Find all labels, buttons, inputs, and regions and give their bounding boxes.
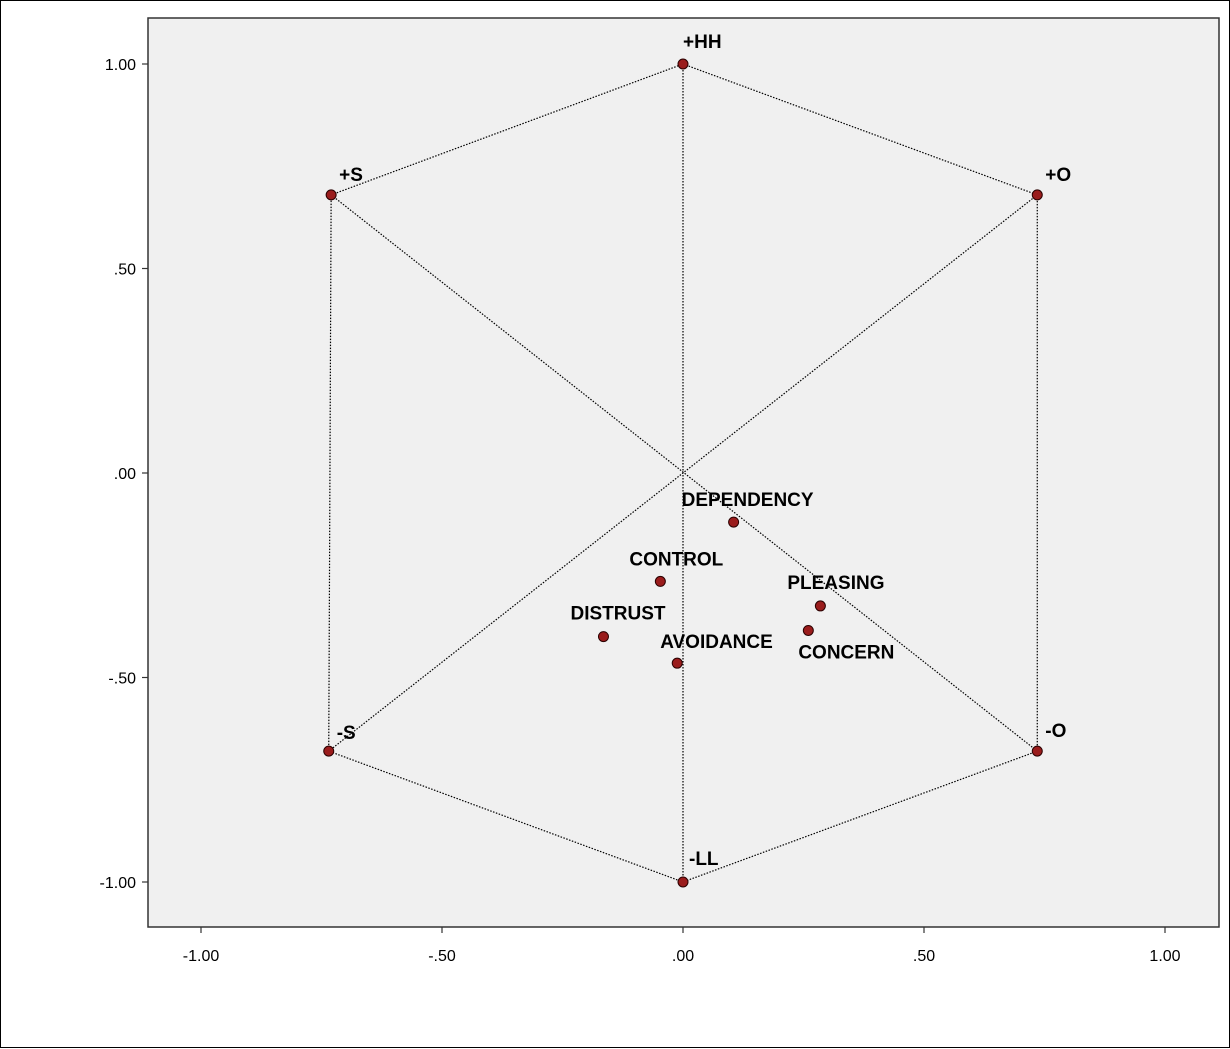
y-tick-label: .00 [114,466,136,483]
point-label-plusminus-hh: +HH [683,32,722,53]
point-label-minus-ll: -LL [689,849,719,870]
point-label-minus-o: -O [1045,721,1066,742]
connection-line-O-S [328,194,1038,752]
point-label-plusminus-o: +O [1045,165,1071,186]
point-minus-ll [677,876,689,888]
point-label-control: CONTROL [629,549,723,570]
point-label-distrust: DISTRUST [570,604,665,625]
x-tick-label: .50 [913,948,935,965]
point-label-minus-s: -S [337,723,356,744]
point-labels: +HH +S +O -S -O -LL DEPENDENCY CONTROL PLEASING D… [337,32,1071,870]
connection-line-S-HH [330,63,684,196]
point-distrust [597,631,609,643]
y-axis-ticks: 1.00 .50 .00 -.50 -1.00 [100,57,148,892]
x-tick-label: .00 [672,948,694,965]
y-tick-label: .50 [114,262,136,279]
point-avoidance [671,657,683,669]
point-label-concern: CONCERN [798,642,894,663]
point-label-plusminus-s: +S [339,165,363,186]
y-tick-label: 1.00 [105,57,136,74]
point-label-pleasing: PLEASING [787,573,884,594]
x-tick-label: 1.00 [1149,948,1180,965]
y-tick-label: -1.00 [100,875,137,892]
point-label-dependency: DEPENDENCY [682,490,814,511]
point-control [654,575,666,587]
point-concern [802,624,814,636]
point-minus-s [323,745,335,757]
point-dependency [728,516,740,528]
point-label-avoidance: AVOIDANCE [660,632,773,653]
x-axis-ticks: -1.00 -.50 .00 .50 1.00 [183,927,1181,965]
x-tick-label: -1.00 [183,948,220,965]
point-pleasing [814,600,826,612]
point-plusminus-hh [677,58,689,70]
point-minus-o [1031,745,1043,757]
x-tick-label: -.50 [428,948,456,965]
data-points [323,58,1043,888]
point-plusminus-s [325,189,337,201]
point-plusminus-o [1031,189,1043,201]
connection-lines [328,63,1038,883]
y-tick-label: -.50 [108,671,136,688]
